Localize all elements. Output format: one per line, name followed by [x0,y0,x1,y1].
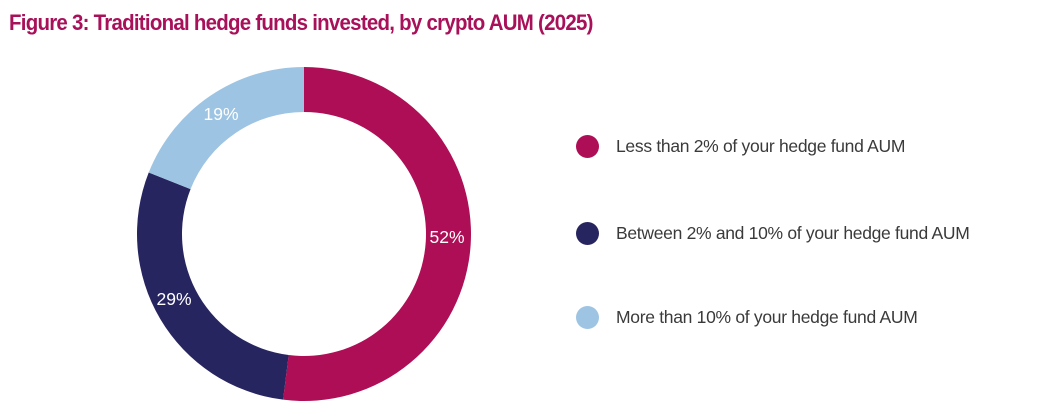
chart-title: Figure 3: Traditional hedge funds invest… [9,10,593,35]
legend-swatch [576,306,599,329]
donut-slice-3 [148,67,304,190]
legend-label: More than 10% of your hedge fund AUM [616,307,918,327]
legend-label: Less than 2% of your hedge fund AUM [616,136,906,156]
legend-item: Less than 2% of your hedge fund AUM [576,135,905,158]
slice-label-2: 29% [156,289,191,309]
legend-label: Between 2% and 10% of your hedge fund AU… [616,223,970,243]
donut-slice-1 [283,67,471,401]
legend-swatch [576,222,599,245]
donut-slice-2 [137,172,289,400]
slice-label-3: 19% [203,104,238,124]
legend-item: Between 2% and 10% of your hedge fund AU… [576,222,970,245]
slice-label-1: 52% [429,227,464,247]
donut-chart: 52% 29% 19% [137,67,471,401]
legend-swatch [576,135,599,158]
legend-item: More than 10% of your hedge fund AUM [576,306,918,329]
